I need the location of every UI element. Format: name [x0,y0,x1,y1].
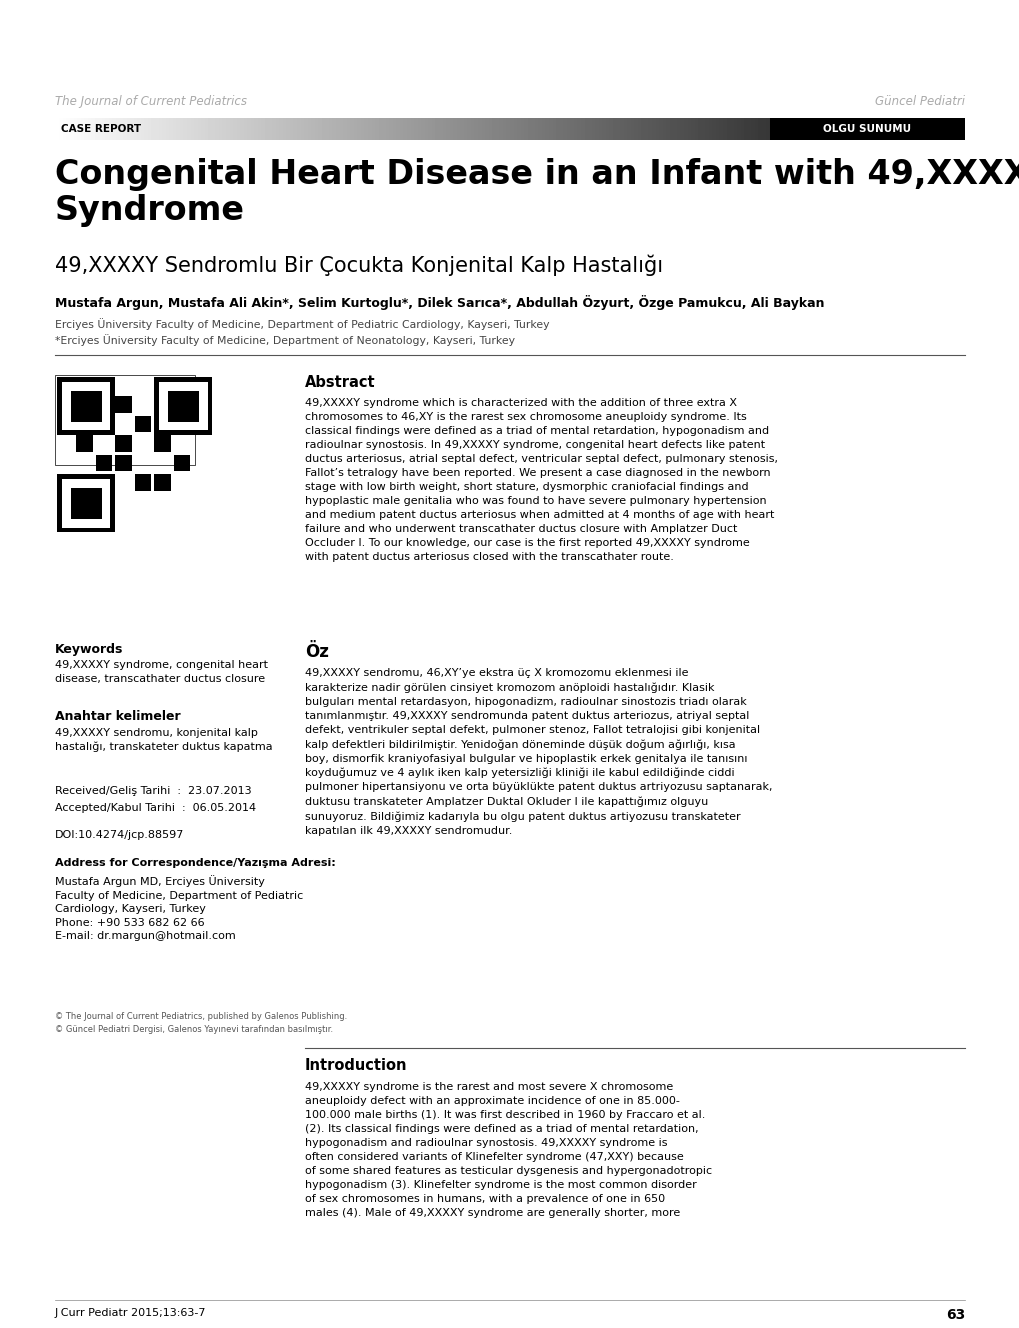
Bar [76,436,93,452]
Text: Erciyes Üniversity Faculty of Medicine, Department of Pediatric Cardiology, Kays: Erciyes Üniversity Faculty of Medicine, … [55,317,549,329]
Text: Address for Correspondence/Yazışma Adresi:: Address for Correspondence/Yazışma Adres… [55,858,335,869]
Bar [62,479,110,527]
Bar [159,382,208,430]
Bar [62,382,110,430]
Text: Mustafa Argun, Mustafa Ali Akin*, Selim Kurtoglu*, Dilek Sarıca*, Abdullah Özyur: Mustafa Argun, Mustafa Ali Akin*, Selim … [55,295,823,309]
Bar [154,377,212,436]
Bar [115,454,131,471]
Bar [135,474,151,490]
Text: 49,XXXXY syndrome is the rarest and most severe X chromosome
aneuploidy defect w: 49,XXXXY syndrome is the rarest and most… [305,1082,711,1218]
Text: Keywords: Keywords [55,643,123,656]
Text: © The Journal of Current Pediatrics, published by Galenos Publishing.: © The Journal of Current Pediatrics, pub… [55,1012,346,1021]
Text: *Erciyes Üniversity Faculty of Medicine, Department of Neonatology, Kayseri, Tur: *Erciyes Üniversity Faculty of Medicine,… [55,335,515,345]
Bar [70,390,102,422]
Text: Abstract: Abstract [305,374,375,390]
Bar [154,436,170,452]
Bar [154,474,170,490]
Text: The Journal of Current Pediatrics: The Journal of Current Pediatrics [55,96,247,108]
Bar [769,118,964,139]
Bar [173,397,190,413]
Text: Accepted/Kabul Tarihi  :  06.05.2014: Accepted/Kabul Tarihi : 06.05.2014 [55,803,256,813]
Text: 49,XXXXY syndrome which is characterized with the addition of three extra X
chro: 49,XXXXY syndrome which is characterized… [305,398,777,562]
Text: Introduction: Introduction [305,1058,408,1073]
Text: Anahtar kelimeler: Anahtar kelimeler [55,710,180,722]
Bar [173,416,190,433]
Bar [57,474,115,533]
Bar [96,454,112,471]
Text: CASE REPORT: CASE REPORT [61,124,141,134]
Text: Congenital Heart Disease in an Infant with 49,XXXXY
Syndrome: Congenital Heart Disease in an Infant wi… [55,158,1019,227]
Bar [115,397,131,413]
Text: © Güncel Pediatri Dergisi, Galenos Yayınevi tarafından basılmıştır.: © Güncel Pediatri Dergisi, Galenos Yayın… [55,1025,333,1035]
Text: Öz: Öz [305,643,328,661]
Bar [57,377,115,436]
Bar [135,416,151,433]
Bar [173,454,190,471]
Text: 49,XXXXY sendromu, konjenital kalp
hastalığı, transkateter duktus kapatma: 49,XXXXY sendromu, konjenital kalp hasta… [55,728,272,753]
Text: 63: 63 [945,1308,964,1321]
Text: 49,XXXXY sendromu, 46,XY’ye ekstra üç X kromozomu eklenmesi ile
karakterize nadi: 49,XXXXY sendromu, 46,XY’ye ekstra üç X … [305,668,771,835]
Text: Received/Geliş Tarihi  :  23.07.2013: Received/Geliş Tarihi : 23.07.2013 [55,786,252,795]
Text: DOI:10.4274/jcp.88597: DOI:10.4274/jcp.88597 [55,830,184,841]
Text: Mustafa Argun MD, Erciyes Üniversity
Faculty of Medicine, Department of Pediatri: Mustafa Argun MD, Erciyes Üniversity Fac… [55,875,303,942]
Text: 49,XXXXY Sendromlu Bir Çocukta Konjenital Kalp Hastalığı: 49,XXXXY Sendromlu Bir Çocukta Konjenita… [55,255,662,276]
Bar [167,390,199,422]
Bar [55,374,195,465]
Bar [115,436,131,452]
Text: J Curr Pediatr 2015;13:63-7: J Curr Pediatr 2015;13:63-7 [55,1308,206,1317]
Bar [70,487,102,519]
Text: 49,XXXXY syndrome, congenital heart
disease, transcathater ductus closure: 49,XXXXY syndrome, congenital heart dise… [55,660,268,684]
Text: Güncel Pediatri: Güncel Pediatri [874,96,964,108]
Bar [96,416,112,433]
Text: OLGU SUNUMU: OLGU SUNUMU [822,124,911,134]
Bar [76,474,93,490]
